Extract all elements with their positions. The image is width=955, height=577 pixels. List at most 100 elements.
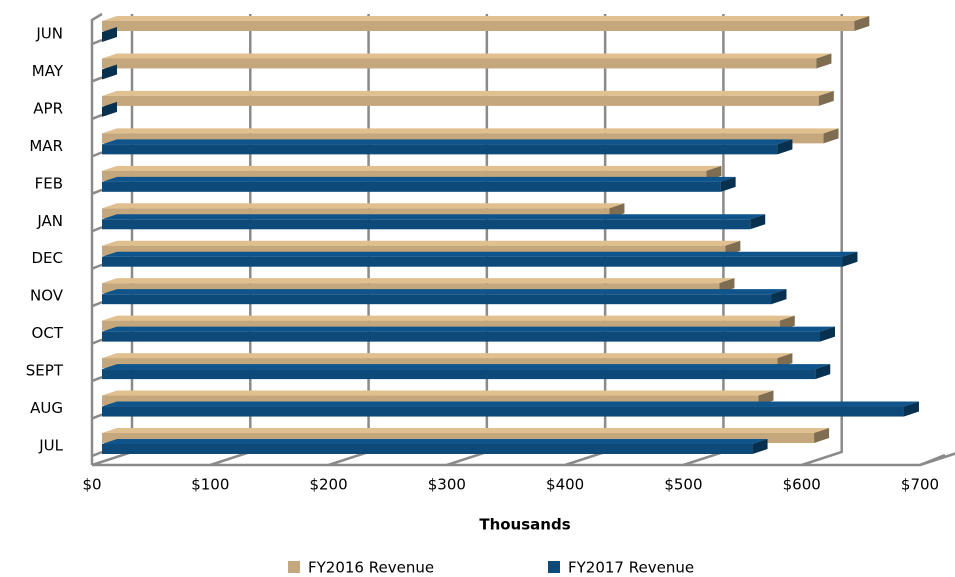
bar bbox=[102, 128, 839, 144]
x-tick-label: $500 bbox=[664, 476, 702, 494]
bar bbox=[102, 16, 870, 31]
bar-top bbox=[102, 428, 830, 433]
bar-top bbox=[102, 364, 831, 370]
bar-end bbox=[823, 128, 839, 144]
y-tick-label: SEPT bbox=[26, 362, 64, 380]
y-tick-label: DEC bbox=[31, 249, 63, 267]
bar-end bbox=[842, 251, 858, 267]
bar-top bbox=[102, 439, 768, 444]
y-tick-label: MAY bbox=[32, 62, 64, 80]
y-tick bbox=[91, 338, 103, 345]
bar-top bbox=[102, 128, 839, 134]
y-tick-label: AUG bbox=[30, 399, 63, 417]
bar bbox=[102, 214, 766, 230]
bar-end bbox=[750, 214, 766, 230]
legend-label: FY2017 Revenue bbox=[568, 559, 694, 577]
bar-front bbox=[102, 208, 610, 219]
x-tick-label: $400 bbox=[546, 476, 584, 494]
grid-line bbox=[919, 452, 955, 467]
bar-top bbox=[102, 53, 832, 59]
bar-end bbox=[720, 176, 736, 192]
bar-top bbox=[102, 165, 722, 171]
bar-front bbox=[102, 245, 726, 256]
bar bbox=[102, 64, 117, 80]
y-tick-label: JAN bbox=[36, 212, 63, 230]
y-tick-label: FEB bbox=[35, 174, 63, 192]
bar-front bbox=[102, 395, 759, 406]
bar-end bbox=[816, 53, 832, 69]
y-tick bbox=[91, 450, 103, 458]
bar bbox=[102, 428, 830, 443]
x-axis-title: Thousands bbox=[479, 516, 570, 534]
bar bbox=[102, 401, 919, 417]
bar bbox=[102, 139, 793, 155]
y-tick bbox=[91, 188, 103, 195]
bar-top bbox=[102, 139, 793, 145]
bar-front bbox=[102, 170, 707, 181]
y-tick bbox=[91, 263, 103, 270]
y-tick-label: APR bbox=[33, 99, 63, 117]
bar bbox=[102, 439, 768, 454]
bar-top bbox=[102, 278, 735, 284]
bar bbox=[102, 364, 831, 380]
bar-end bbox=[102, 101, 117, 117]
y-tick-label: OCT bbox=[32, 324, 64, 342]
y-tick bbox=[91, 151, 103, 158]
bar-front bbox=[102, 133, 824, 144]
bar-front bbox=[102, 369, 816, 380]
bar-front bbox=[102, 256, 843, 267]
bar-top bbox=[102, 203, 625, 209]
bar-end bbox=[814, 428, 830, 443]
bar-front bbox=[102, 320, 780, 331]
y-tick-label: JUL bbox=[38, 437, 63, 455]
bar-front bbox=[102, 294, 772, 305]
bar-front bbox=[102, 95, 819, 106]
y-tick-label: MAR bbox=[29, 137, 63, 155]
bar-top bbox=[102, 16, 870, 21]
y-tick bbox=[91, 413, 103, 420]
bar-front bbox=[102, 283, 720, 294]
bar bbox=[102, 251, 858, 267]
bar-front bbox=[102, 406, 904, 417]
y-tick-label: NOV bbox=[30, 287, 64, 305]
bar-top bbox=[102, 353, 793, 359]
bar-end bbox=[102, 64, 117, 80]
x-tick-label: $700 bbox=[901, 476, 939, 494]
bar bbox=[102, 27, 117, 42]
bar-end bbox=[815, 364, 831, 380]
bar-top bbox=[102, 240, 741, 246]
y-tick bbox=[91, 301, 103, 308]
x-tick-label: $300 bbox=[428, 476, 466, 494]
bar bbox=[102, 101, 117, 117]
bar-end bbox=[854, 16, 870, 31]
bar-top bbox=[102, 315, 795, 321]
bar-top bbox=[102, 90, 834, 96]
bar-end bbox=[102, 27, 117, 42]
bar-end bbox=[819, 326, 835, 342]
bar-top bbox=[102, 176, 736, 182]
y-tick bbox=[91, 113, 103, 121]
bar-front bbox=[102, 331, 820, 342]
y-tick bbox=[91, 38, 103, 46]
bar-end bbox=[818, 90, 834, 106]
left-wall bbox=[90, 12, 103, 465]
bar-end bbox=[777, 139, 793, 155]
bar-end bbox=[771, 289, 787, 305]
bar-front bbox=[102, 181, 721, 192]
x-tick-label: $200 bbox=[309, 476, 347, 494]
bar bbox=[102, 53, 832, 69]
bar-front bbox=[102, 444, 753, 454]
bar bbox=[102, 289, 787, 305]
y-tick bbox=[91, 375, 103, 383]
bar-front bbox=[102, 358, 778, 369]
bar-top bbox=[102, 326, 835, 332]
legend-label: FY2016 Revenue bbox=[308, 559, 434, 577]
bar-front bbox=[102, 58, 817, 69]
legend-swatch bbox=[548, 561, 560, 573]
bar-top bbox=[102, 251, 858, 257]
y-tick bbox=[91, 226, 103, 233]
bar-front bbox=[102, 21, 855, 31]
legend-swatch bbox=[288, 561, 300, 573]
bar bbox=[102, 326, 835, 342]
